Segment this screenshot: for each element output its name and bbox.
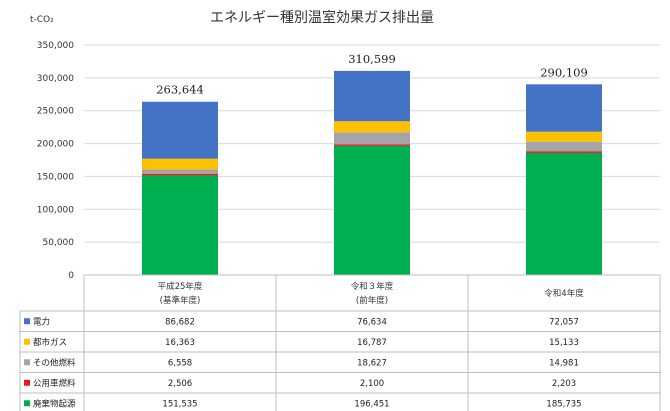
y-tick-label: 0 <box>68 271 74 281</box>
y-tick-label: 50,000 <box>43 238 75 248</box>
bar-segment <box>334 70 410 122</box>
table-cell-value: 185,735 <box>546 399 581 409</box>
table-cell-value: 86,682 <box>165 317 195 327</box>
legend-swatch <box>24 400 30 407</box>
bar-total-label: 290,109 <box>540 65 588 79</box>
y-tick-label: 300,000 <box>37 74 74 84</box>
bar-segment <box>334 144 410 146</box>
table-cell-value: 72,057 <box>549 317 579 327</box>
legend-swatch <box>24 338 30 345</box>
table-cell-value: 2,100 <box>360 379 384 389</box>
chart-title: エネルギー種別温室効果ガス排出量 <box>210 9 434 26</box>
bar-segment <box>142 175 218 275</box>
series-name: 電力 <box>33 316 50 327</box>
legend-swatch <box>24 318 30 325</box>
bar-segment <box>334 132 410 145</box>
category-label: 令和4年度 <box>544 288 584 299</box>
y-tick-label: 200,000 <box>37 140 74 150</box>
table-cell-value: 15,133 <box>549 338 579 348</box>
table-cell-value: 2,203 <box>552 379 576 389</box>
y-tick-label: 350,000 <box>37 41 74 51</box>
y-axis-unit-label: t-CO₂ <box>30 15 54 25</box>
legend-swatch <box>24 359 30 366</box>
y-tick-label: 150,000 <box>37 172 74 182</box>
table-cell-value: 76,634 <box>357 317 387 327</box>
y-tick-label: 250,000 <box>37 107 74 117</box>
bar-segment <box>142 158 218 170</box>
bar-segment <box>334 121 410 133</box>
total-labels: 263,644 310,599 290,109 <box>156 52 588 97</box>
table-cell-value: 16,363 <box>165 338 195 348</box>
bar-segment <box>526 152 602 275</box>
series-name: 都市ガス <box>33 337 67 348</box>
y-tick-label: 100,000 <box>37 205 74 215</box>
bars <box>142 70 602 275</box>
series-name: その他燃料 <box>33 357 76 368</box>
bar-total-label: 263,644 <box>156 83 204 97</box>
bar-segment <box>334 145 410 275</box>
table-cell-value: 16,787 <box>357 338 387 348</box>
table-cell-value: 18,627 <box>357 358 387 368</box>
bar-segment <box>142 101 218 159</box>
bar-segment <box>526 151 602 153</box>
bar-segment <box>142 173 218 176</box>
table-cell-value: 151,535 <box>162 399 197 409</box>
category-sublabel: (基準年度) <box>160 295 201 306</box>
table-cell-value: 6,558 <box>168 358 192 368</box>
bar-total-label: 310,599 <box>348 52 396 66</box>
bar-segment <box>142 169 218 174</box>
table-cell-value: 196,451 <box>354 399 389 409</box>
category-sublabel: (前年度) <box>356 295 388 306</box>
bar-segment <box>526 84 602 132</box>
table-cell-value: 2,506 <box>168 379 192 389</box>
series-name: 廃棄物起源 <box>33 398 76 409</box>
y-axis-ticks: 0 50,000 100,000 150,000 200,000 250,000 300,0… <box>37 41 74 281</box>
legend-swatch <box>24 379 30 386</box>
series-name: 公用車燃料 <box>33 378 76 389</box>
category-label: 令和３年度 <box>351 281 394 292</box>
table-cell-value: 14,981 <box>549 358 579 368</box>
bar-segment <box>526 141 602 152</box>
category-label: 平成25年度 <box>158 281 203 292</box>
bar-segment <box>526 131 602 142</box>
